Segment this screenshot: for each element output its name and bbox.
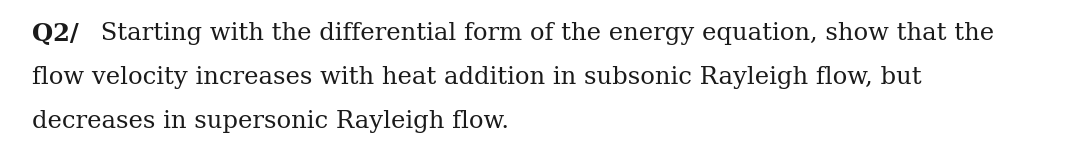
Text: flow velocity increases with heat addition in subsonic Rayleigh flow, but: flow velocity increases with heat additi… bbox=[32, 66, 922, 89]
Text: decreases in supersonic Rayleigh flow.: decreases in supersonic Rayleigh flow. bbox=[32, 110, 510, 133]
Text: Starting with the differential form of the energy equation, show that the: Starting with the differential form of t… bbox=[93, 22, 994, 45]
Text: Q2/: Q2/ bbox=[32, 22, 79, 46]
